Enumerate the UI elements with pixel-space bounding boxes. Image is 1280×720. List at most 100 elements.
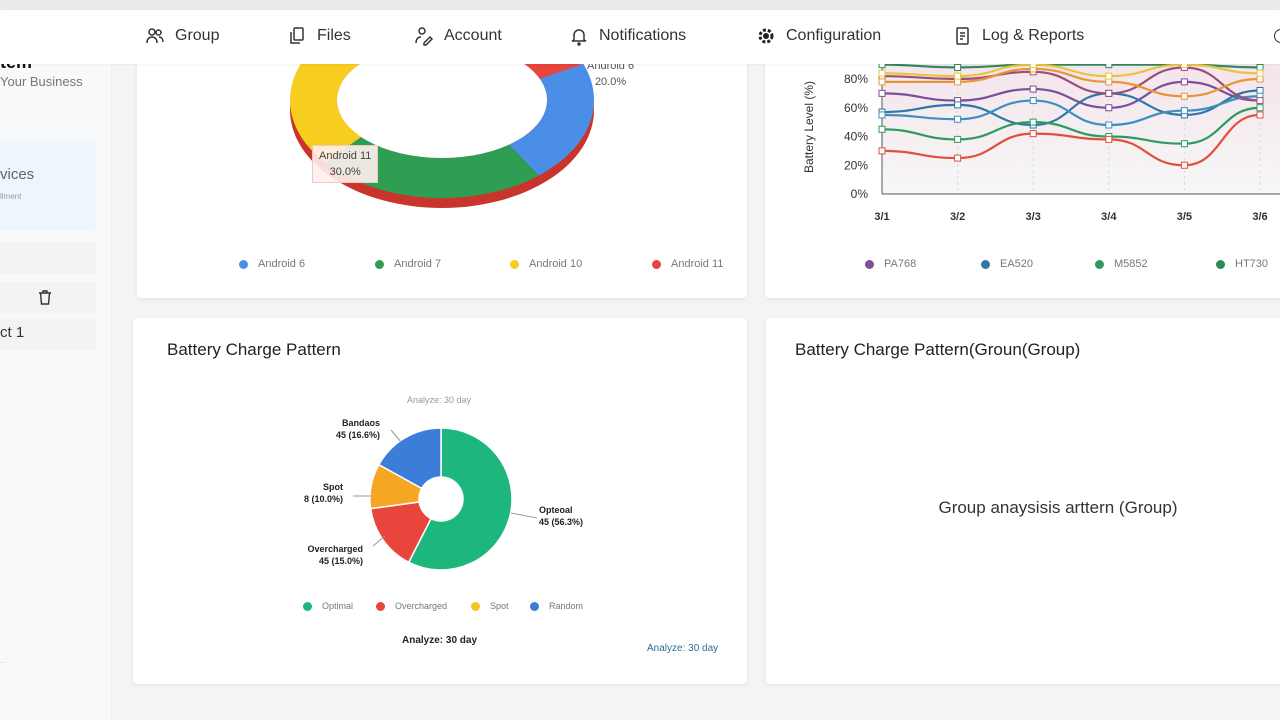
legend-item[interactable]: Random [530,601,583,611]
label-pct: 30.0% [329,166,361,178]
data-point [1256,97,1264,105]
y-tick-label: 20% [844,158,868,172]
sidebar-row[interactable] [0,242,96,274]
label-name: Android 11 [319,150,372,162]
x-tick-label: 3/1 [874,211,889,223]
leader-line [510,512,538,519]
data-point [954,115,962,123]
data-point [1180,92,1188,100]
data-point [1029,97,1037,105]
card-title: Battery Charge Pattern [167,340,341,359]
legend-item[interactable]: Android 7 [375,258,441,270]
legend-item[interactable]: Android 11 [652,258,723,270]
nav-label: Account [444,27,502,44]
legend-label: HT730 [1235,258,1269,270]
series-line-PA768 [881,80,1261,109]
nav-files[interactable]: Files [287,26,351,46]
data-point [878,147,886,155]
nav-label: Group [175,27,220,44]
window-top-strip [0,0,1280,10]
nav-account[interactable]: Account [414,26,502,46]
brand-subtitle: Your Business [0,74,83,89]
legend-item[interactable]: EA520 [981,258,1033,270]
data-point [878,69,886,77]
series-line-M5852 [881,106,1261,145]
legend-label: M5852 [1114,258,1148,270]
data-point [1256,69,1264,77]
data-point [1105,121,1113,129]
gear-icon [758,28,774,44]
data-point [1256,87,1264,94]
label-pct: 20.0% [594,76,627,88]
data-point [1105,72,1113,80]
legend-item[interactable]: M5852 [1095,258,1148,270]
group-charge-pattern-card: Battery Charge Pattern(Groun(Group) Grou… [766,318,1280,684]
nav-label: Notifications [599,27,687,44]
sidebar-item-devices[interactable]: vices llment [0,140,96,230]
nav-notifications[interactable]: Notifications [569,26,686,46]
legend-item[interactable]: PA768 [865,258,916,270]
legend-item[interactable]: Overcharged [376,601,447,611]
leader-line [390,429,402,443]
legend-dot [981,259,990,269]
bell-icon [571,29,587,46]
trash-icon[interactable] [38,290,52,305]
data-point [1105,78,1113,86]
data-point [954,135,962,143]
slice-label-random: Bandaos 45 (16.6%) [335,418,380,440]
sidebar-item-project[interactable]: ct 1 [0,318,96,350]
top-nav: Group Files Account Notifications Config… [0,10,1280,64]
nav-label: Log & Reports [982,27,1085,44]
slice-label-optimal: Opteoal 45 (56.3%) [539,505,584,527]
sidebar: tem Your Business vices llment ct 1 ... [0,52,112,720]
nav-label: Files [317,27,351,44]
legend-item[interactable]: Android 10 [510,258,582,270]
data-point [1029,130,1037,138]
legend-item[interactable]: Optimal [303,601,353,611]
data-point [1256,64,1264,71]
data-point [1029,118,1037,126]
x-tick-label: 3/5 [1177,211,1192,223]
data-point [954,78,962,86]
data-point [1256,111,1264,119]
sidebar-footer: ... [0,658,6,665]
analyze-period-link[interactable]: Analyze: 30 day [647,643,719,654]
legend-item[interactable]: Spot [471,601,509,611]
leader-line [372,535,386,547]
files-icon [290,27,304,44]
data-point [954,64,962,71]
legend-dot [1095,259,1104,269]
legend-dot [1216,259,1225,269]
profile-icon[interactable] [1274,29,1280,43]
analyze-period: Analyze: 30 day [402,635,478,646]
sidebar-item-label: vices [0,166,35,183]
data-point [1180,161,1188,169]
series-line-EA520 [881,89,1261,127]
nav-group[interactable]: Group [145,26,219,46]
legend-label: EA520 [1000,258,1034,270]
sidebar-item-sub: llment [0,192,22,201]
donut-hole [337,42,547,158]
y-axis-label: Battery Level (%) [802,81,816,173]
account-edit-icon [415,27,434,46]
nav-configuration[interactable]: Configuration [756,26,881,46]
donut-slice-android-6 [508,63,594,176]
chart-subtitle: Analyze: 30 day [407,395,472,405]
x-tick-label: 3/4 [1101,211,1117,223]
y-tick-label: 60% [844,101,868,115]
data-point [1105,135,1113,143]
data-point [878,125,886,133]
card-title: Battery Charge Pattern(Groun(Group) [795,340,1081,359]
data-point [878,111,886,119]
data-point [1256,104,1264,112]
x-tick-label: 3/2 [950,211,965,223]
legend-label: PA768 [884,258,917,270]
group-analysis-placeholder: Group anaysisis arttern (Group) [938,498,1178,517]
sidebar-row-delete[interactable] [0,282,96,314]
legend-item[interactable]: Android 6 [239,258,305,270]
nav-log-reports[interactable]: Log & Reports [952,26,1084,46]
pie-slice-optimal [407,427,513,571]
legend-item[interactable]: HT730 [1216,258,1268,270]
data-point [1105,89,1113,97]
data-point [878,78,886,86]
